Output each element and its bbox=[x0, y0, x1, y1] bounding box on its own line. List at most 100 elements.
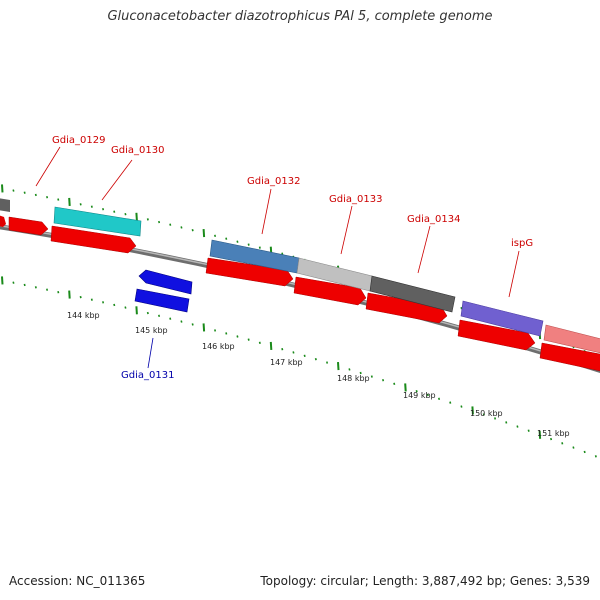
gene-label-gdia-0129[interactable]: Gdia_0129 bbox=[52, 135, 105, 146]
tick-label: 148 kbp bbox=[337, 374, 370, 383]
minor-tick bbox=[146, 311, 149, 315]
tick-label: 151 kbp bbox=[537, 429, 570, 438]
major-tick bbox=[135, 306, 138, 315]
gene-label-gdia-0130[interactable]: Gdia_0130 bbox=[111, 145, 164, 156]
gene-feature-gdia-0131[interactable] bbox=[134, 288, 190, 313]
minor-tick bbox=[527, 429, 530, 432]
cds-arrow[interactable] bbox=[539, 342, 600, 372]
major-tick bbox=[471, 406, 474, 415]
gene-label-gdia-0132[interactable]: Gdia_0132 bbox=[247, 176, 300, 187]
minor-tick bbox=[180, 226, 183, 229]
minor-tick bbox=[561, 442, 564, 445]
major-tick bbox=[1, 184, 4, 193]
minor-tick bbox=[102, 301, 105, 304]
cds-arrow[interactable] bbox=[0, 215, 6, 227]
major-tick bbox=[337, 361, 340, 371]
major-tick bbox=[68, 197, 71, 206]
major-tick bbox=[135, 212, 138, 221]
minor-tick bbox=[90, 205, 93, 208]
cds-arrow[interactable] bbox=[8, 216, 49, 236]
major-tick bbox=[404, 383, 407, 392]
inner-tick-track bbox=[1, 276, 597, 458]
gene-label-gdia-0133[interactable]: Gdia_0133 bbox=[329, 194, 382, 205]
minor-tick bbox=[158, 314, 161, 318]
gene-callout-line bbox=[35, 146, 61, 187]
minor-tick bbox=[281, 348, 284, 351]
minor-tick bbox=[303, 354, 306, 358]
minor-tick bbox=[438, 397, 441, 400]
minor-tick bbox=[258, 246, 261, 249]
genome-backbone bbox=[0, 224, 600, 374]
cds-track bbox=[0, 215, 600, 372]
genome-stats-label: Topology: circular; Length: 3,887,492 bp… bbox=[260, 574, 590, 588]
reverse-feature-track bbox=[134, 269, 193, 313]
minor-tick bbox=[79, 203, 82, 206]
minor-tick bbox=[236, 240, 239, 243]
minor-tick bbox=[124, 212, 127, 216]
minor-tick bbox=[370, 375, 373, 378]
gene-label-gdia-0131[interactable]: Gdia_0131 bbox=[121, 370, 174, 381]
minor-tick bbox=[34, 193, 37, 197]
minor-tick bbox=[482, 413, 485, 416]
minor-tick bbox=[113, 210, 116, 213]
gene-feature-gdia-0130[interactable] bbox=[53, 206, 142, 237]
minor-tick bbox=[382, 378, 385, 382]
minor-tick bbox=[124, 306, 127, 309]
tick-label: 150 kbp bbox=[470, 409, 503, 418]
major-tick bbox=[1, 276, 4, 285]
minor-tick bbox=[57, 198, 60, 201]
gene-callout-line bbox=[261, 188, 272, 235]
minor-tick bbox=[426, 393, 429, 397]
minor-tick bbox=[158, 220, 161, 224]
minor-tick bbox=[46, 196, 49, 199]
gene-label-ispg[interactable]: ispG bbox=[511, 238, 533, 249]
gene-feature-ispg[interactable] bbox=[460, 300, 544, 337]
minor-tick bbox=[23, 283, 26, 287]
minor-tick bbox=[79, 295, 82, 299]
major-tick bbox=[269, 341, 273, 351]
minor-tick bbox=[516, 425, 519, 428]
gene-feature-track bbox=[0, 198, 600, 354]
gene-feature-gdia-0134[interactable] bbox=[369, 275, 456, 313]
minor-tick bbox=[102, 207, 105, 211]
minor-tick bbox=[46, 288, 49, 291]
minor-tick bbox=[169, 223, 172, 226]
cds-arrow[interactable] bbox=[50, 225, 137, 254]
minor-tick bbox=[449, 401, 452, 404]
major-tick bbox=[538, 430, 542, 439]
minor-tick bbox=[314, 357, 317, 361]
minor-tick bbox=[225, 237, 228, 240]
minor-tick bbox=[169, 317, 172, 320]
minor-tick bbox=[359, 371, 362, 375]
gene-feature-gray[interactable] bbox=[0, 198, 10, 212]
gene-callout-line bbox=[508, 250, 520, 298]
tick-label: 146 kbp bbox=[202, 342, 235, 351]
minor-tick bbox=[214, 234, 217, 238]
minor-tick bbox=[113, 303, 116, 307]
minor-tick bbox=[415, 390, 418, 393]
major-tick bbox=[202, 228, 206, 238]
tick-label: 149 kbp bbox=[403, 391, 436, 400]
minor-tick bbox=[90, 298, 93, 301]
cds-arrow-reverse[interactable] bbox=[138, 269, 193, 295]
minor-tick bbox=[236, 335, 239, 338]
gene-label-gdia-0134[interactable]: Gdia_0134 bbox=[407, 214, 460, 225]
tick-labels: 144 kbp 145 kbp 146 kbp 147 kbp 148 kbp … bbox=[67, 311, 570, 438]
minor-tick bbox=[326, 361, 329, 364]
gene-feature-partial[interactable] bbox=[543, 324, 600, 354]
cds-arrow[interactable] bbox=[457, 319, 536, 351]
minor-tick bbox=[214, 329, 217, 332]
minor-tick bbox=[34, 286, 37, 289]
minor-tick bbox=[225, 332, 228, 335]
minor-tick bbox=[594, 455, 597, 458]
minor-tick bbox=[460, 306, 463, 310]
minor-tick bbox=[572, 446, 575, 449]
minor-tick bbox=[12, 189, 15, 192]
minor-tick bbox=[191, 323, 194, 326]
minor-tick bbox=[505, 421, 508, 424]
major-tick bbox=[202, 323, 206, 332]
minor-tick bbox=[258, 341, 261, 344]
minor-tick bbox=[57, 290, 60, 294]
tick-label: 147 kbp bbox=[270, 358, 303, 367]
